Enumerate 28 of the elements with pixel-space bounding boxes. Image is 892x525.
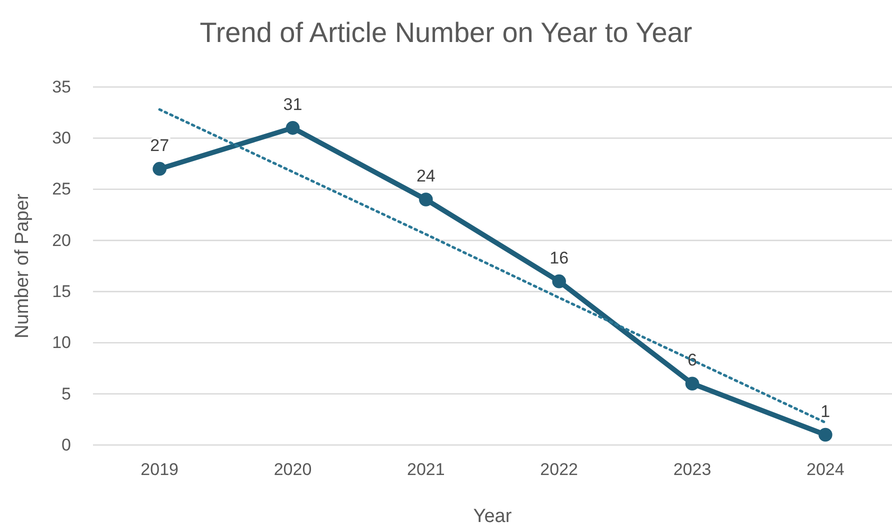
y-tick-label: 0 bbox=[62, 435, 71, 454]
point bbox=[685, 376, 700, 391]
point bbox=[152, 162, 166, 176]
point bbox=[419, 192, 433, 206]
data-label: 27 bbox=[150, 136, 170, 155]
data-label: 1 bbox=[820, 402, 830, 421]
chart-title: Trend of Article Number on Year to Year bbox=[200, 17, 692, 48]
x-tick-label: 2024 bbox=[806, 460, 844, 480]
x-tick-label: 2020 bbox=[274, 460, 312, 480]
y-tick-label: 30 bbox=[52, 128, 71, 148]
y-tick-label: 20 bbox=[52, 230, 71, 250]
y-tick-label: 5 bbox=[62, 384, 71, 404]
data-label: 16 bbox=[550, 248, 569, 268]
y-tick-label: 10 bbox=[52, 333, 71, 352]
point bbox=[286, 121, 300, 135]
x-tick-label: 2022 bbox=[540, 460, 578, 480]
point bbox=[818, 428, 832, 442]
y-tick-label: 25 bbox=[52, 180, 71, 199]
point bbox=[552, 274, 566, 288]
x-axis-title: Year bbox=[473, 506, 512, 525]
y-tick-label: 15 bbox=[52, 282, 71, 302]
x-tick-label: 2019 bbox=[140, 460, 178, 480]
x-tick-label: 2023 bbox=[673, 460, 712, 480]
x-tick-label: 2021 bbox=[407, 460, 445, 480]
y-axis-title: Number of Paper bbox=[12, 192, 33, 338]
data-label: 24 bbox=[416, 166, 436, 186]
data-label: 31 bbox=[283, 94, 302, 114]
y-tick-label: 35 bbox=[52, 77, 71, 96]
